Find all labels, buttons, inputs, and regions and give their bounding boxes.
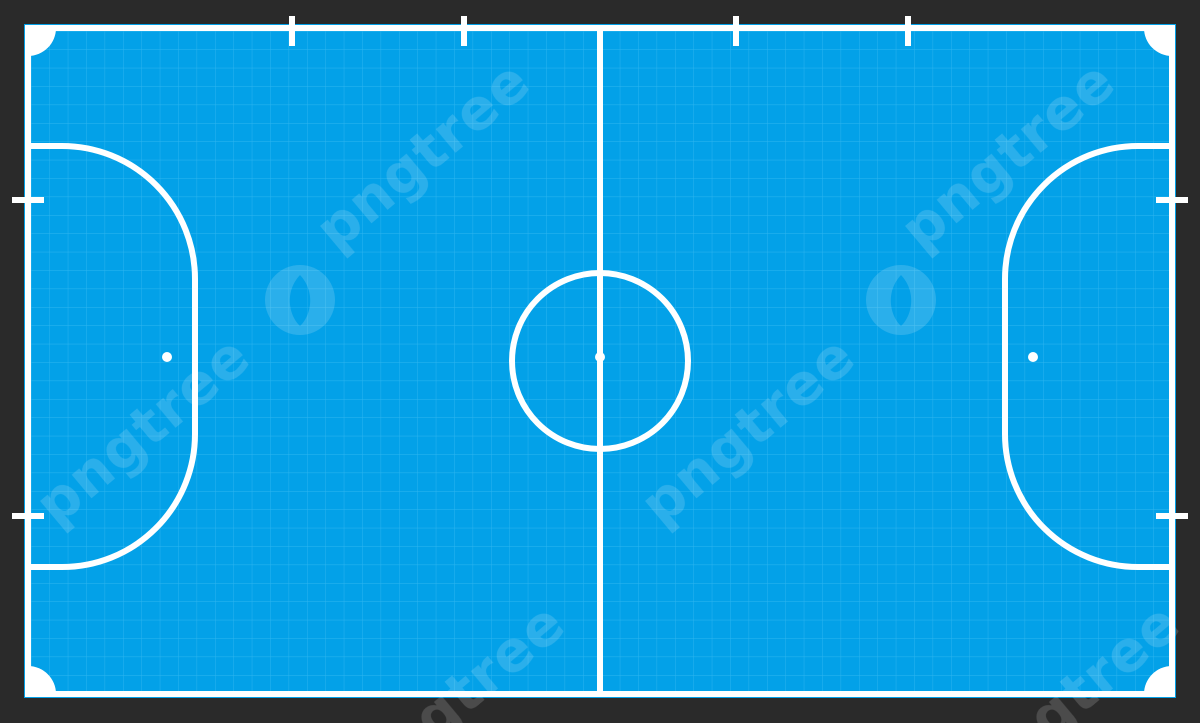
corner-arc-top-left	[28, 28, 56, 56]
court-markings	[12, 16, 1188, 697]
corner-arcs	[28, 28, 1172, 694]
left-penalty-spot	[162, 352, 172, 362]
watermark-logo-icon	[866, 265, 936, 335]
right-penalty-spot	[1028, 352, 1038, 362]
right-penalty-area	[1002, 143, 1172, 570]
watermark-logo-icon	[265, 265, 335, 335]
center-circle	[509, 270, 691, 452]
center-spot	[595, 352, 605, 362]
corner-arc-top-right	[1144, 28, 1172, 56]
left-penalty-area	[28, 143, 198, 570]
corner-arc-bottom-left	[28, 666, 56, 694]
corner-arc-bottom-right	[1144, 666, 1172, 694]
